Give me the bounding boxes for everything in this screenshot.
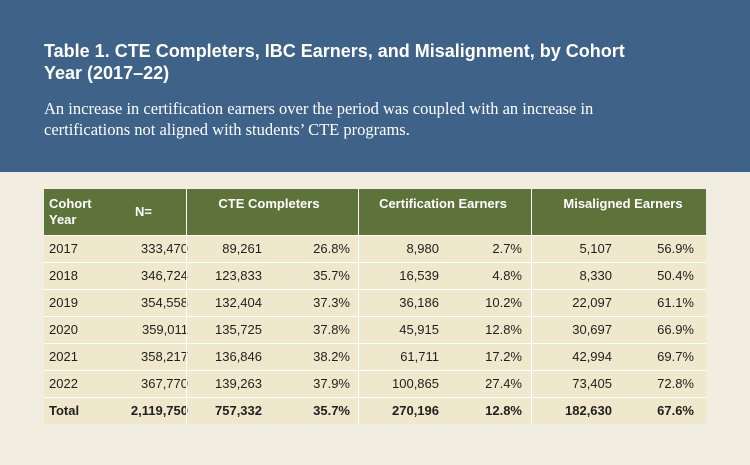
cell-cte-pct: 37.3% bbox=[313, 295, 350, 310]
total-cell-cohort-year: Total bbox=[49, 403, 80, 418]
cell-cert-count: 8,980 bbox=[406, 241, 439, 256]
row-divider bbox=[44, 289, 706, 290]
total-cell-cert-count: 270,196 bbox=[392, 403, 439, 418]
cell-cohort-year: 2020 bbox=[49, 322, 78, 337]
column-divider bbox=[358, 189, 359, 424]
cell-misaligned-pct: 56.9% bbox=[657, 241, 694, 256]
cell-cte-pct: 37.8% bbox=[313, 322, 350, 337]
cell-cohort-year: 2021 bbox=[49, 349, 78, 364]
cell-cert-count: 100,865 bbox=[392, 376, 439, 391]
cell-n: 359,011 bbox=[141, 322, 188, 337]
header-misaligned-earners: Misaligned Earners bbox=[563, 196, 683, 211]
cell-cohort-year: 2022 bbox=[49, 376, 78, 391]
cell-cohort-year: 2019 bbox=[49, 295, 78, 310]
cell-misaligned-pct: 61.1% bbox=[657, 295, 694, 310]
table-title: Table 1. CTE Completers, IBC Earners, an… bbox=[44, 41, 625, 83]
cell-cert-pct: 27.4% bbox=[485, 376, 522, 391]
column-divider bbox=[186, 189, 187, 424]
cell-n: 358,217 bbox=[141, 349, 188, 364]
cell-misaligned-pct: 72.8% bbox=[657, 376, 694, 391]
cell-n: 333,470 bbox=[141, 241, 188, 256]
cell-cte-count: 135,725 bbox=[215, 322, 262, 337]
row-divider bbox=[44, 343, 706, 344]
header-banner: Table 1. CTE Completers, IBC Earners, an… bbox=[0, 0, 750, 172]
cell-cohort-year: 2017 bbox=[49, 241, 78, 256]
cell-cte-pct: 38.2% bbox=[313, 349, 350, 364]
cell-misaligned-count: 22,097 bbox=[572, 295, 612, 310]
table-subtitle: An increase in certification earners ove… bbox=[44, 99, 594, 139]
header-cte-completers: CTE Completers bbox=[218, 196, 320, 211]
cell-n: 354,558 bbox=[141, 295, 188, 310]
cell-cert-count: 45,915 bbox=[399, 322, 439, 337]
cell-cte-pct: 35.7% bbox=[313, 268, 350, 283]
cell-misaligned-pct: 69.7% bbox=[657, 349, 694, 364]
cell-misaligned-count: 42,994 bbox=[572, 349, 612, 364]
cell-cte-pct: 26.8% bbox=[313, 241, 350, 256]
cell-cert-pct: 10.2% bbox=[485, 295, 522, 310]
row-divider bbox=[44, 370, 706, 371]
header-certification-earners: Certification Earners bbox=[379, 196, 507, 211]
total-cell-misaligned-pct: 67.6% bbox=[657, 403, 694, 418]
cell-n: 346,724 bbox=[141, 268, 188, 283]
cell-misaligned-count: 30,697 bbox=[572, 322, 612, 337]
table-header-row: Cohort Year N= CTE Completers Certificat… bbox=[44, 189, 706, 235]
header-cohort-year: Cohort Year bbox=[49, 196, 92, 227]
cell-cte-count: 132,404 bbox=[215, 295, 262, 310]
cell-misaligned-count: 5,107 bbox=[579, 241, 612, 256]
cell-cohort-year: 2018 bbox=[49, 268, 78, 283]
cell-cte-count: 136,846 bbox=[215, 349, 262, 364]
cell-cte-count: 89,261 bbox=[222, 241, 262, 256]
cell-cert-pct: 17.2% bbox=[485, 349, 522, 364]
cell-misaligned-count: 73,405 bbox=[572, 376, 612, 391]
cell-cte-count: 123,833 bbox=[215, 268, 262, 283]
cell-cert-count: 61,711 bbox=[400, 349, 439, 364]
column-divider bbox=[531, 189, 532, 424]
row-divider bbox=[44, 235, 706, 236]
cell-cte-pct: 37.9% bbox=[313, 376, 350, 391]
row-divider bbox=[44, 397, 706, 398]
cell-misaligned-count: 8,330 bbox=[579, 268, 612, 283]
cell-n: 367,770 bbox=[141, 376, 188, 391]
cell-cert-count: 36,186 bbox=[399, 295, 439, 310]
cell-misaligned-pct: 50.4% bbox=[657, 268, 694, 283]
data-table: Cohort Year N= CTE Completers Certificat… bbox=[44, 189, 706, 424]
cell-misaligned-pct: 66.9% bbox=[657, 322, 694, 337]
row-divider bbox=[44, 316, 706, 317]
cell-cte-count: 139,263 bbox=[215, 376, 262, 391]
total-cell-n: 2,119,750 bbox=[130, 403, 188, 418]
total-cell-misaligned-count: 182,630 bbox=[565, 403, 612, 418]
row-divider bbox=[44, 262, 706, 263]
header-n: N= bbox=[135, 204, 152, 219]
cell-cert-pct: 4.8% bbox=[492, 268, 522, 283]
total-cell-cte-count: 757,332 bbox=[215, 403, 262, 418]
total-cell-cert-pct: 12.8% bbox=[485, 403, 522, 418]
cell-cert-pct: 12.8% bbox=[485, 322, 522, 337]
cell-cert-count: 16,539 bbox=[399, 268, 439, 283]
total-cell-cte-pct: 35.7% bbox=[313, 403, 350, 418]
cell-cert-pct: 2.7% bbox=[492, 241, 522, 256]
